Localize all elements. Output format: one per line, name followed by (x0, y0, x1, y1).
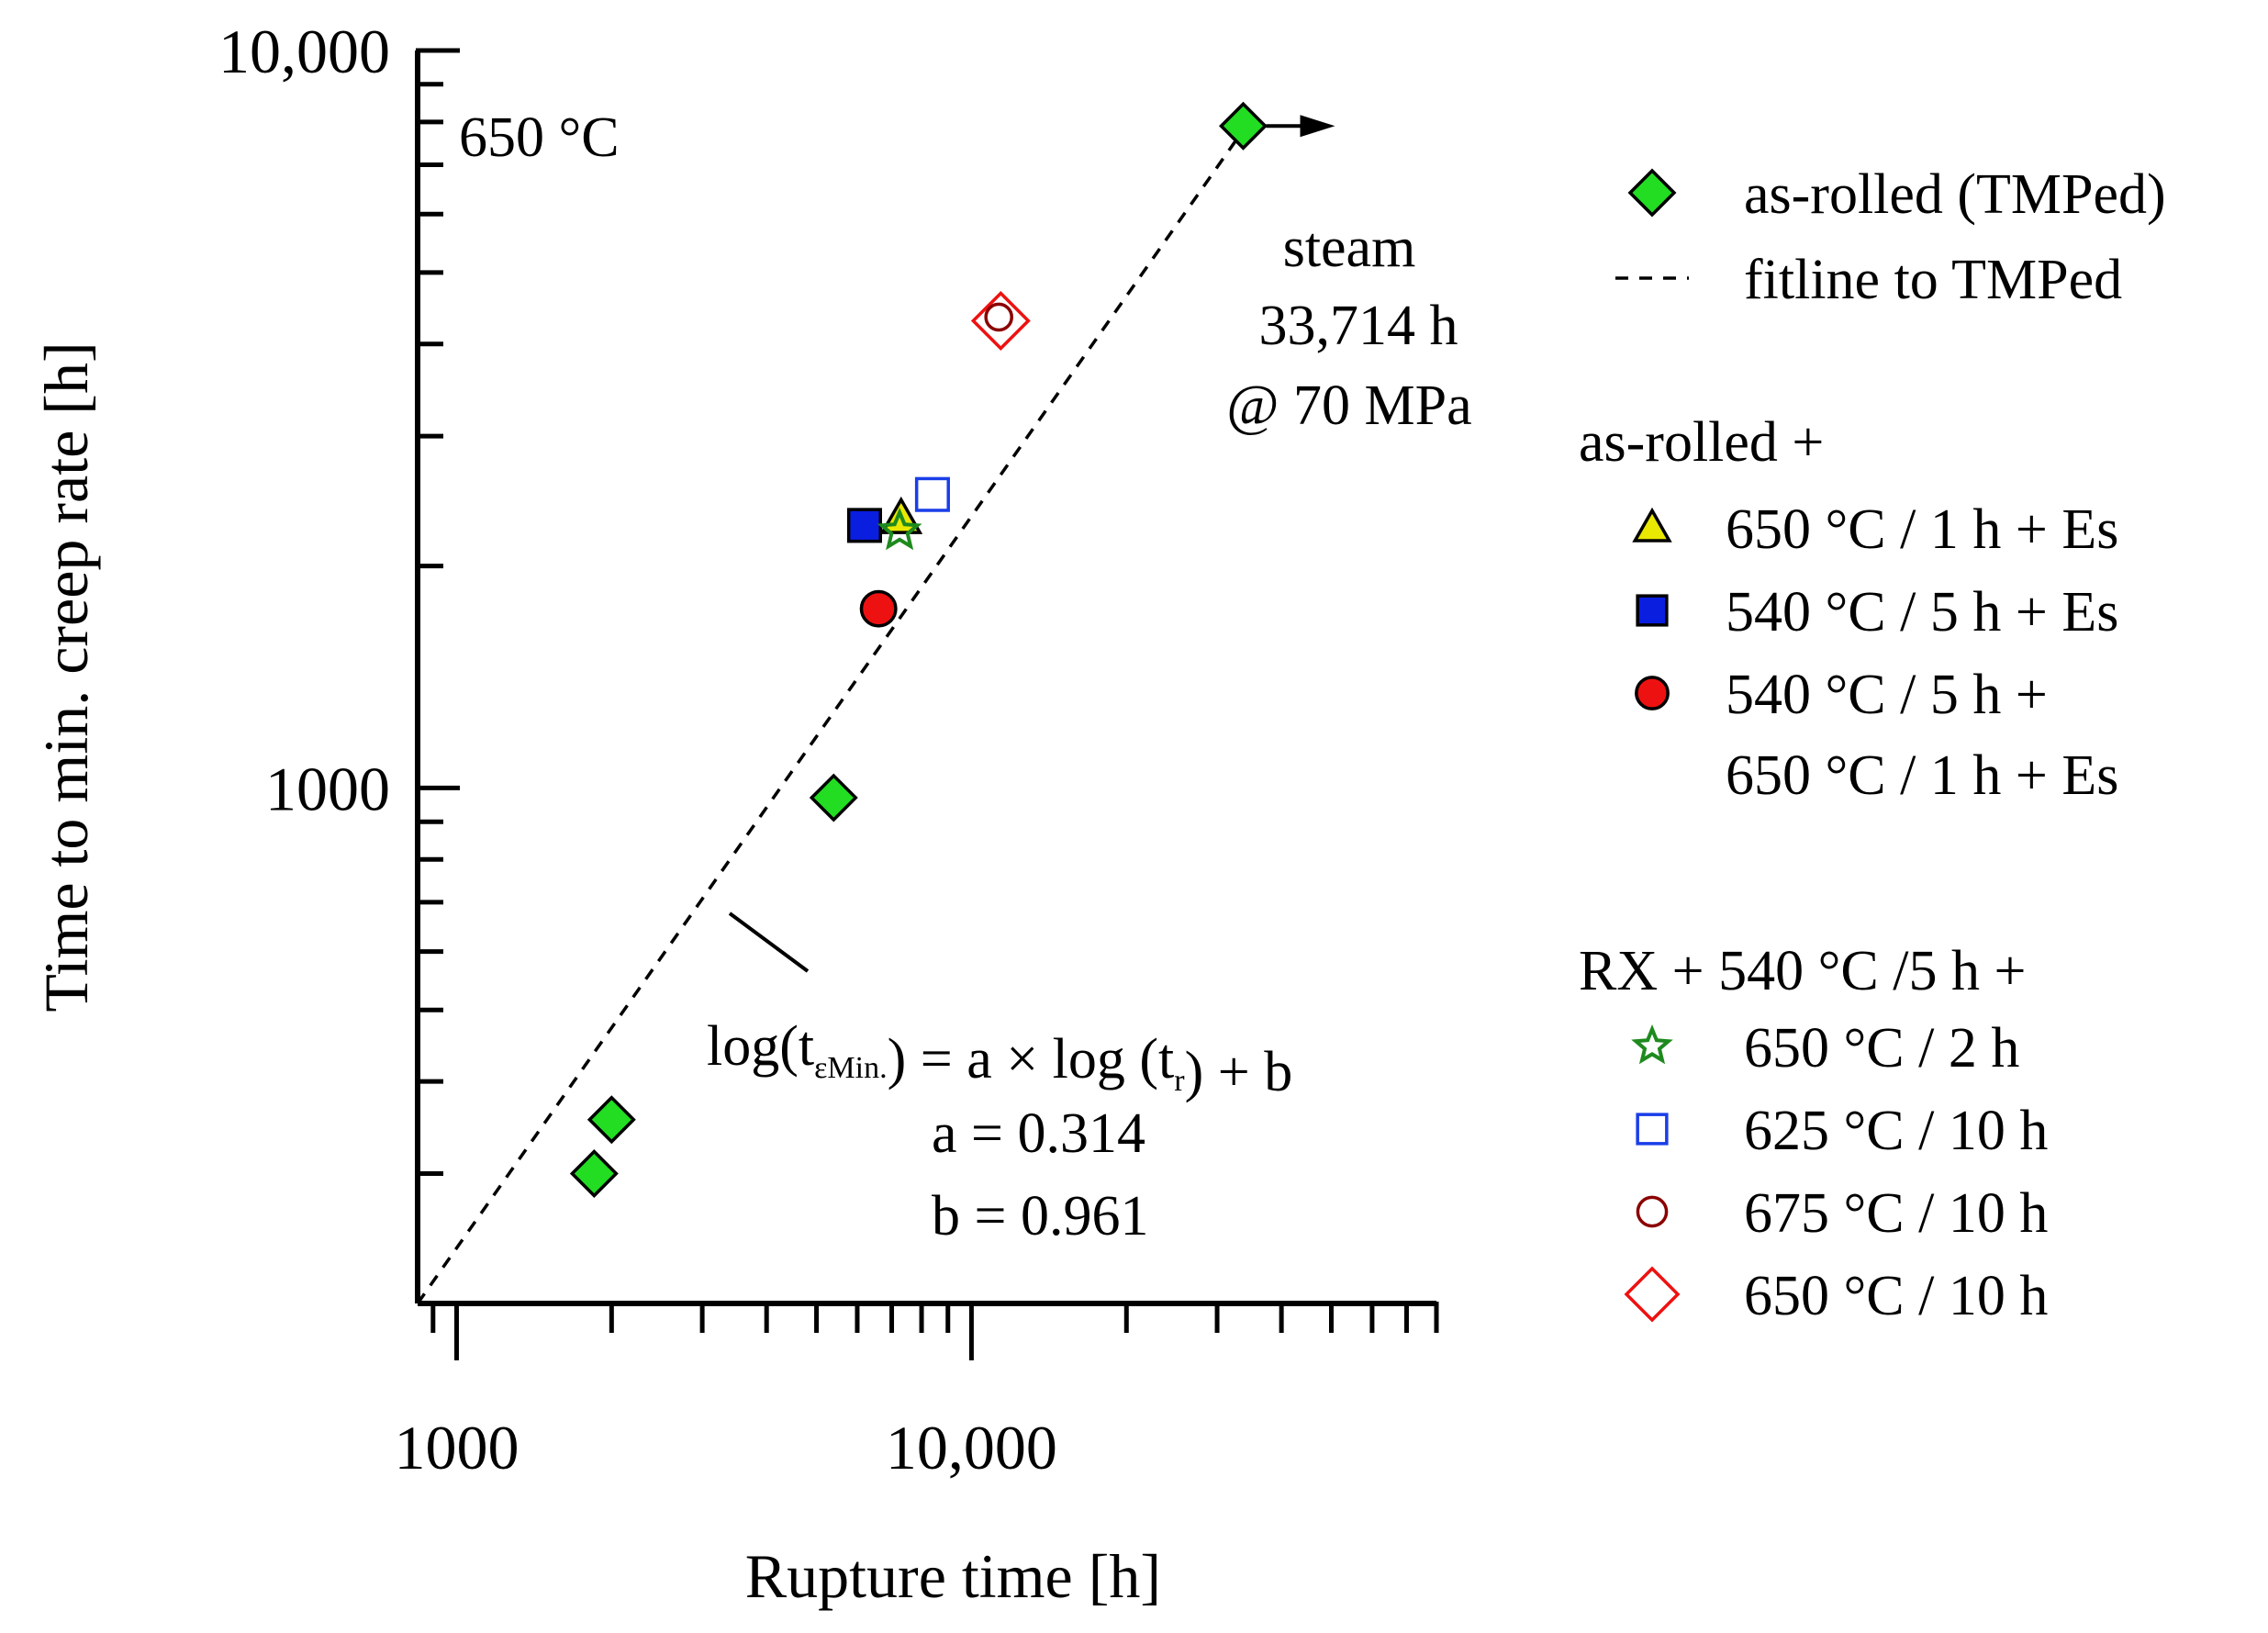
legend-group-title: RX + 540 °C /5 h + (1579, 940, 2026, 1002)
data-point (846, 508, 882, 543)
legend-label: 540 °C / 5 h + (1726, 664, 2048, 726)
steam-hours-label: 33,714 h (1259, 295, 1458, 357)
data-point (877, 507, 922, 551)
legend-label: 675 °C / 10 h (1744, 1182, 2048, 1245)
equation-part: log(t (707, 1015, 814, 1078)
data-point (859, 589, 898, 628)
data-point (1219, 101, 1268, 151)
legend-label: 625 °C / 10 h (1744, 1100, 2048, 1162)
y-tick-label: 1000 (265, 754, 390, 823)
legend-label: fitline to TMPed (1744, 249, 2122, 311)
equation-part: ) = a × log (t (888, 1028, 1175, 1091)
equation-subscript: εMin. (814, 1051, 887, 1085)
equation-part: ) + b (1185, 1041, 1293, 1103)
equation-subscript: r (1174, 1064, 1185, 1098)
legend-marker (1627, 168, 1677, 218)
legend-group: as-rolled (TMPed) fitline to TMPed as-roll… (1579, 163, 2166, 1327)
legend-group-title: as-rolled + (1579, 411, 1824, 474)
legend-marker (1632, 507, 1672, 542)
legend-marker (1635, 676, 1670, 710)
runout-arrow-head (1300, 115, 1335, 138)
legend-label: 650 °C / 2 h (1744, 1017, 2019, 1079)
legend-label: as-rolled (TMPed) (1744, 163, 2166, 226)
equation-leader-line (728, 912, 810, 973)
legend-marker (1631, 1024, 1673, 1065)
legend-label: 650 °C / 10 h (1744, 1265, 2048, 1327)
legend-marker (1636, 1113, 1669, 1146)
annotations-group: 650 °C steam 33,714 h @ 70 MPa log(tεMin.) =… (459, 106, 1472, 1247)
data-point (587, 1095, 636, 1145)
y-tick-label: 10,000 (218, 17, 390, 86)
fitline (416, 129, 1245, 1305)
steam-stress-label: @ 70 MPa (1226, 375, 1471, 437)
legend-marker (1636, 1195, 1669, 1228)
y-axis-title: Time to min. creep rate [h] (31, 341, 101, 1012)
axes-group: 1000 10,000 1000 10,000 Rupture time [h] Time… (31, 17, 1439, 1611)
legend-marker (1636, 594, 1669, 627)
fit-equation: log(tεMin.) = a × log (tr) + b (707, 1015, 1292, 1103)
legend-label: 650 °C / 1 h + Es (1726, 498, 2118, 561)
data-point (914, 476, 950, 512)
fit-param-a: a = 0.314 (932, 1102, 1145, 1165)
legend-label: 650 °C / 1 h + Es (1726, 744, 2118, 807)
data-points-group (569, 101, 1268, 1198)
data-point (984, 302, 1013, 332)
fitline-group (416, 129, 1245, 1305)
fit-param-b: b = 0.961 (932, 1185, 1148, 1247)
temperature-label: 650 °C (459, 106, 620, 169)
x-axis-title: Rupture time [h] (745, 1541, 1161, 1611)
data-point (809, 773, 858, 822)
legend-label: 540 °C / 5 h + Es (1726, 581, 2118, 643)
data-point (970, 291, 1031, 351)
legend-marker (1624, 1266, 1681, 1323)
steam-label: steam (1283, 217, 1416, 279)
data-point (569, 1149, 619, 1198)
x-tick-label: 10,000 (886, 1413, 1057, 1482)
x-tick-label: 1000 (394, 1413, 519, 1482)
